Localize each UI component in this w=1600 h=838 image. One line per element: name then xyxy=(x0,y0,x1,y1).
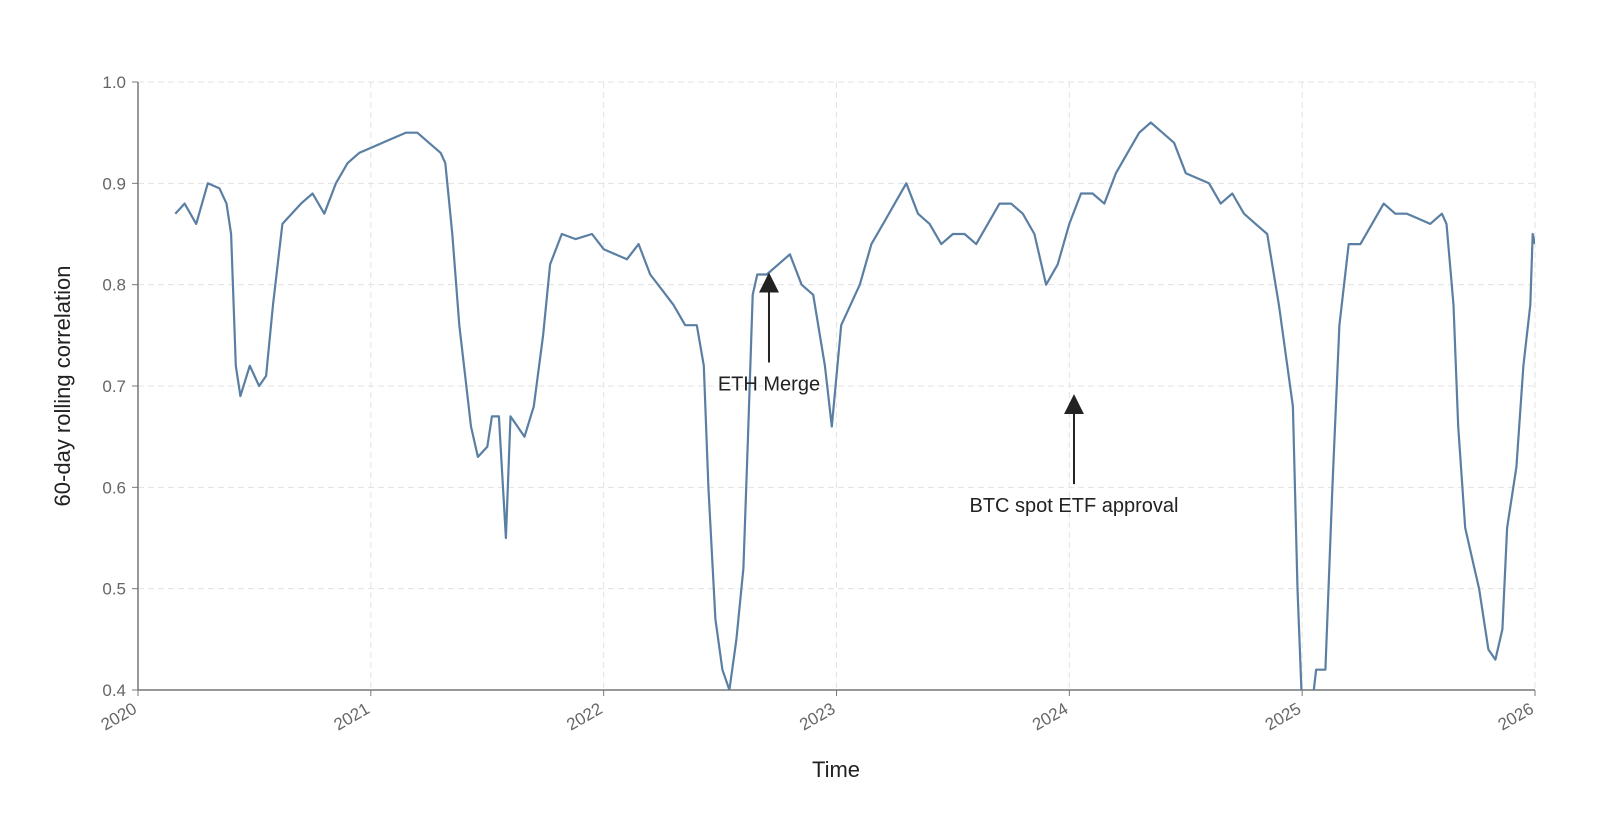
y-tick-label: 0.7 xyxy=(102,377,126,396)
annotation-text: BTC spot ETF approval xyxy=(970,495,1179,517)
y-tick-label: 1.0 xyxy=(102,73,126,92)
x-tick-label: 2026 xyxy=(1495,699,1537,734)
y-tick-label: 0.5 xyxy=(102,580,126,599)
y-tick-label: 0.6 xyxy=(102,478,126,497)
x-tick-label: 2020 xyxy=(98,699,140,734)
x-tick-label: 2025 xyxy=(1262,699,1304,734)
line-series xyxy=(174,121,1535,690)
x-tick-label: 2022 xyxy=(563,699,605,734)
x-tick-label: 2023 xyxy=(796,699,838,734)
y-tick-label: 0.4 xyxy=(102,681,126,700)
y-axis-label: 60-day rolling correlation xyxy=(50,266,75,507)
y-tick-label: 0.8 xyxy=(102,276,126,295)
x-axis-label: Time xyxy=(812,757,860,782)
y-tick-label: 0.9 xyxy=(102,174,126,193)
plot-area xyxy=(174,121,1535,690)
x-tick-label: 2024 xyxy=(1029,699,1071,734)
annotation-text: ETH Merge xyxy=(718,374,820,396)
x-tick-label: 2021 xyxy=(331,699,373,734)
